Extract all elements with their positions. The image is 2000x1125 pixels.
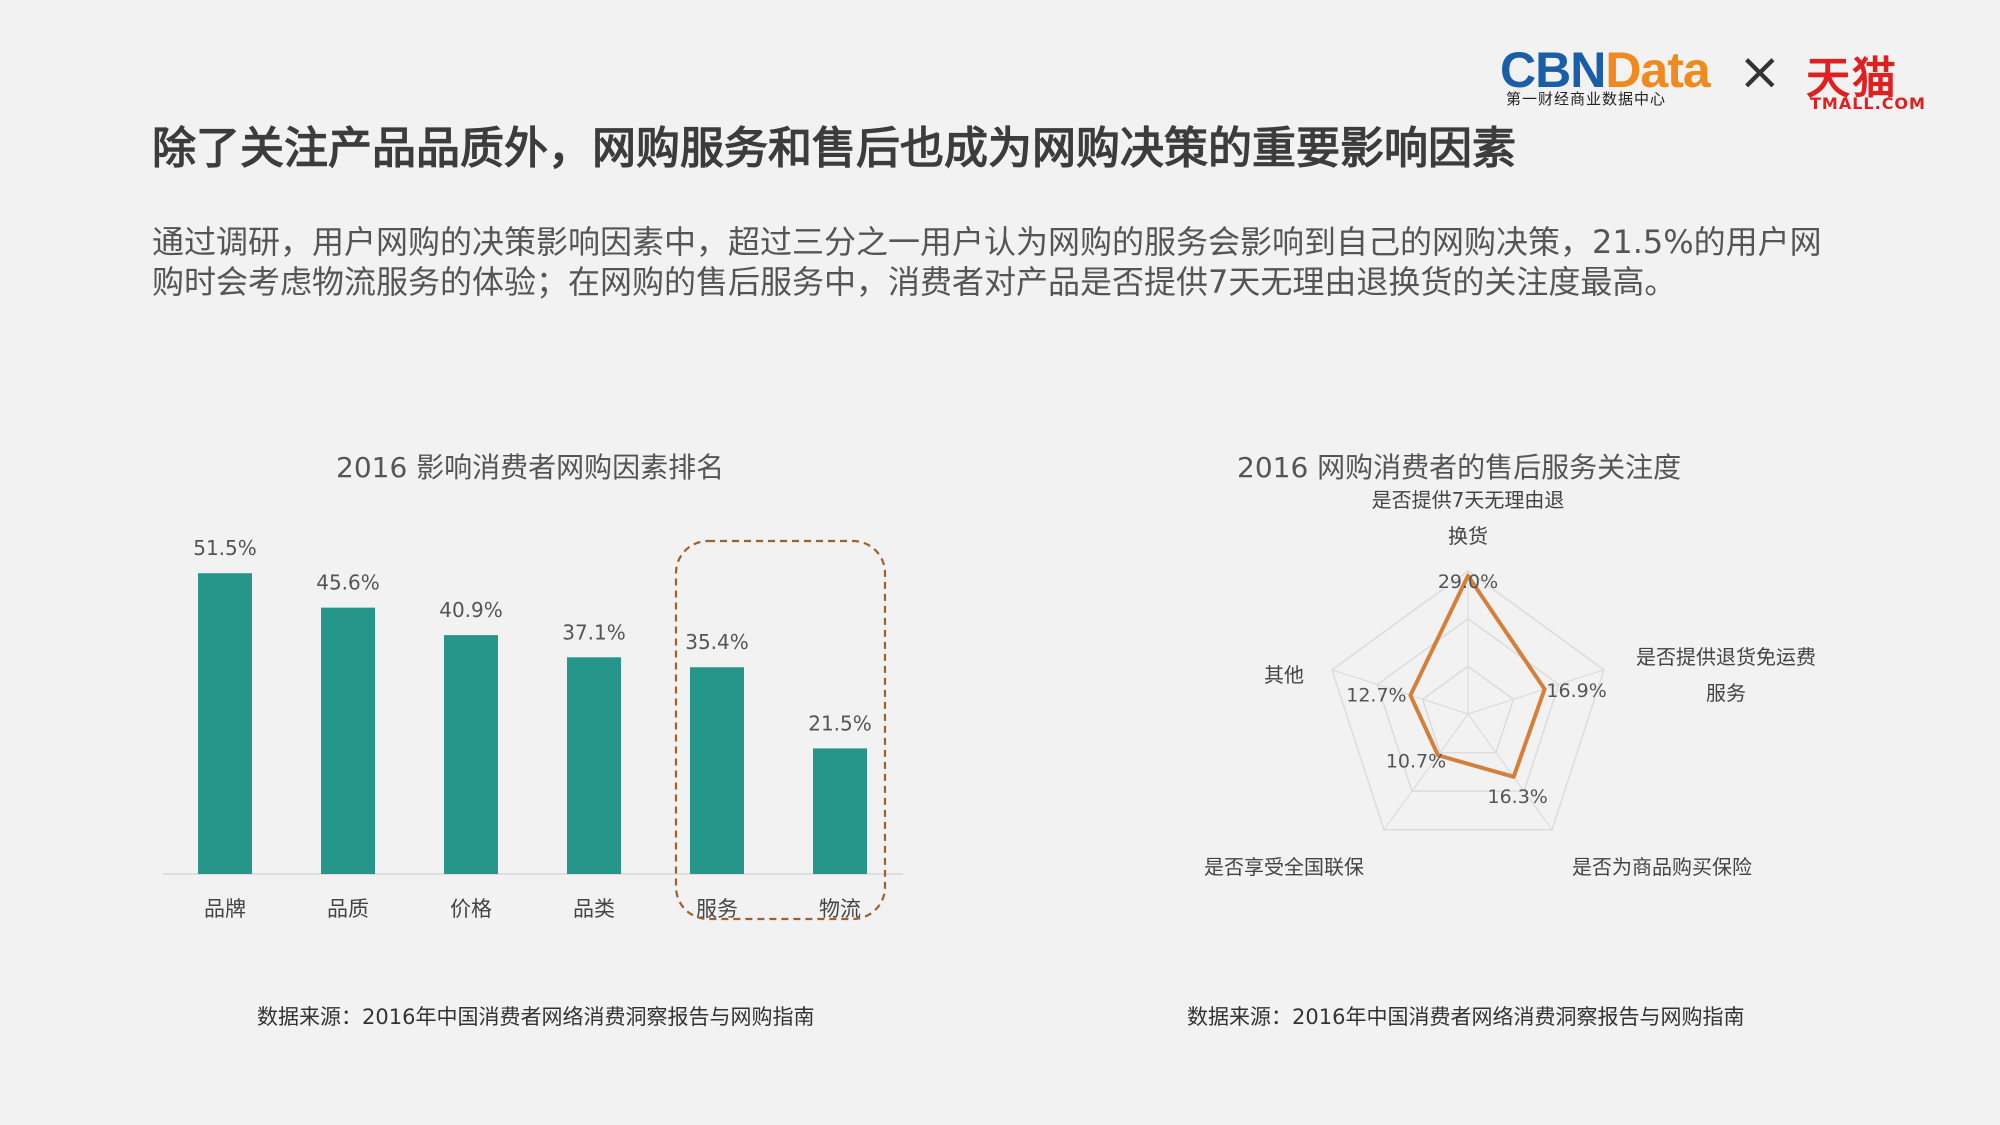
page-title: 除了关注产品品质外，网购服务和售后也成为网购决策的重要影响因素 xyxy=(152,123,1516,174)
bar xyxy=(690,667,744,874)
radar-value-label: 12.7% xyxy=(1346,684,1406,706)
radar-value-label: 10.7% xyxy=(1386,750,1446,772)
radar-axis-label: 换货 xyxy=(1448,524,1488,548)
times-icon: × xyxy=(1738,42,1782,102)
radar-grid-ring xyxy=(1421,665,1515,754)
tmall-subtitle: TMALL.COM xyxy=(1810,94,1926,113)
radar-axis-label: 服务 xyxy=(1706,681,1746,705)
bar-chart-source: 数据来源：2016年中国消费者网络消费洞察报告与网购指南 xyxy=(257,1005,815,1029)
category-label: 品类 xyxy=(573,897,615,921)
radar-value-label: 16.3% xyxy=(1487,786,1547,808)
bar-value-label: 21.5% xyxy=(808,711,872,735)
radar-series-line xyxy=(1408,573,1547,779)
bar-value-label: 51.5% xyxy=(193,536,257,560)
category-label: 服务 xyxy=(696,897,738,921)
radar-axis-label: 是否提供退货免运费 xyxy=(1636,645,1816,669)
bar xyxy=(813,748,867,874)
radar-spoke xyxy=(1383,713,1469,831)
cbndata-logo: CBNData xyxy=(1500,42,1711,98)
radar-axis-label: 是否为商品购买保险 xyxy=(1572,855,1752,879)
bar-value-label: 35.4% xyxy=(685,630,749,654)
bar xyxy=(567,657,621,874)
category-label: 价格 xyxy=(450,897,492,921)
bar-chart-title: 2016 影响消费者网购因素排名 xyxy=(336,451,725,484)
radar-axis-label: 其他 xyxy=(1264,663,1304,687)
radar-spoke xyxy=(1467,669,1605,715)
category-label: 品质 xyxy=(327,897,369,921)
radar-axis-label: 是否享受全国联保 xyxy=(1204,855,1364,879)
bar xyxy=(321,607,375,874)
logo-area: CBNData 第一财经商业数据中心 × 天猫 TMALL.COM xyxy=(1500,40,1925,120)
radar-value-label: 16.9% xyxy=(1546,680,1606,702)
bar-value-label: 37.1% xyxy=(562,620,626,644)
bar xyxy=(444,635,498,874)
radar-spoke xyxy=(1331,669,1469,715)
category-label: 品牌 xyxy=(204,897,246,921)
radar-axis-label: 是否提供7天无理由退 xyxy=(1372,488,1565,512)
bar-value-label: 45.6% xyxy=(316,571,380,595)
radar-grid-ring xyxy=(1331,570,1605,831)
highlight-box xyxy=(674,539,887,921)
radar-chart-title: 2016 网购消费者的售后服务关注度 xyxy=(1237,451,1682,484)
radar-chart-source: 数据来源：2016年中国消费者网络消费洞察报告与网购指南 xyxy=(1187,1005,1745,1029)
cbndata-subtitle: 第一财经商业数据中心 xyxy=(1506,90,1667,108)
radar-spoke xyxy=(1467,713,1553,831)
category-label: 物流 xyxy=(819,897,861,921)
tmall-logo: 天猫 xyxy=(1806,53,1898,104)
bar-value-label: 40.9% xyxy=(439,598,503,622)
radar-grid-ring xyxy=(1376,617,1560,792)
intro-paragraph: 通过调研，用户网购的决策影响因素中，超过三分之一用户认为网购的服务会影响到自己的… xyxy=(152,223,1822,301)
bar xyxy=(198,573,252,874)
radar-value-label: 29.0% xyxy=(1438,571,1498,593)
